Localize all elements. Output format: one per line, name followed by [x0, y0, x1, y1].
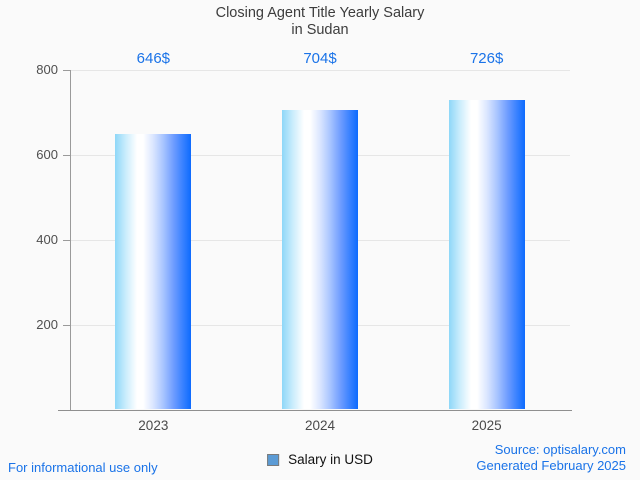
x-axis-line	[58, 410, 572, 411]
footer-note: For informational use only	[8, 460, 158, 475]
chart-title-line2: in Sudan	[291, 22, 349, 38]
x-category-label: 2023	[138, 418, 169, 433]
y-tick-label: 600	[36, 147, 58, 162]
chart-title: Closing Agent Title Yearly Salary in Sud…	[0, 5, 640, 39]
y-axis-tick	[63, 155, 70, 156]
bar-value-label: 646$	[136, 50, 171, 67]
y-tick-label: 200	[36, 317, 58, 332]
source-link[interactable]: Source: optisalary.com	[494, 442, 626, 457]
legend-label: Salary in USD	[288, 452, 373, 467]
chart-title-line1: Closing Agent Title Yearly Salary	[215, 5, 425, 21]
x-category-label: 2025	[471, 418, 502, 433]
gridline	[71, 70, 570, 71]
bar-value-label: 726$	[469, 50, 504, 67]
y-axis-tick	[63, 70, 70, 71]
legend: Salary in USD	[267, 452, 373, 467]
bar	[282, 109, 358, 409]
footer-source: Source: optisalary.com Generated Februar…	[476, 442, 626, 474]
y-tick-label: 400	[36, 232, 58, 247]
bar	[448, 100, 525, 409]
y-axis-tick	[63, 325, 70, 326]
bar	[115, 134, 192, 409]
y-axis-tick	[63, 240, 70, 241]
plot-area: 200 400 600 800 646$ 2023 704$ 2024 726$ 2025	[36, 51, 572, 433]
y-tick-label: 800	[36, 62, 58, 77]
bar-value-label: 704$	[303, 50, 337, 67]
y-axis-line	[70, 70, 71, 410]
x-category-label: 2024	[304, 418, 336, 433]
generated-date: Generated February 2025	[476, 458, 626, 473]
legend-swatch-icon	[267, 453, 280, 466]
